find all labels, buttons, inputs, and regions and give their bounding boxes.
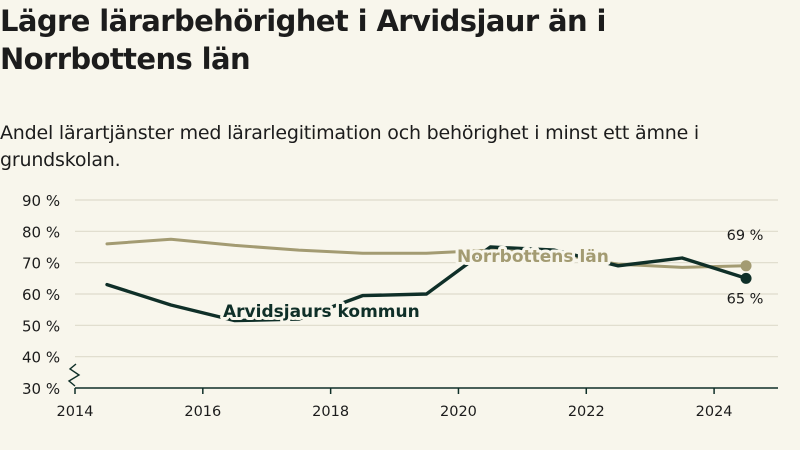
series-end-label: 69 % [727,228,764,244]
series-line-norrbotten [105,237,748,269]
series-end-marker [740,272,752,284]
series-labels: 69 % 65 % Norrbottens län Arvidsjaurs kommu… [220,228,764,325]
y-tick-label: 60 % [22,286,60,304]
y-tick-label: 90 % [22,192,60,210]
y-tick-label: 70 % [22,255,60,273]
x-tick-label: 2020 [440,404,477,420]
series-name-norrbotten: Norrbottens län [457,247,609,267]
x-axis: 2014 2016 2018 2020 2022 2024 [57,363,778,420]
series-name-arvidsjaur: Arvidsjaurs kommun [223,302,420,322]
y-axis-ticks: 30 % 40 % 50 % 60 % 70 % 80 % 90 % [22,192,60,398]
axis-break-icon [67,363,81,387]
chart-title: Lägre lärarbehörighet i Arvidsjaur än i … [0,4,606,76]
y-tick-label: 80 % [22,223,60,241]
series-end-label: 65 % [727,291,764,307]
y-tick-label: 30 % [22,380,60,398]
x-tick-label: 2018 [312,404,349,420]
chart-subtitle: Andel lärartjänster med lärarlegitimatio… [0,122,700,171]
series-lines [105,237,752,323]
y-tick-label: 40 % [22,349,60,367]
x-tick-label: 2022 [568,404,605,420]
series-end-marker [740,260,752,272]
x-tick-label: 2016 [184,404,221,420]
x-tick-label: 2024 [696,404,733,420]
series-line-arvidsjaur [105,245,748,323]
gridlines [75,199,778,358]
y-tick-label: 50 % [22,317,60,335]
x-tick-label: 2014 [57,404,94,420]
